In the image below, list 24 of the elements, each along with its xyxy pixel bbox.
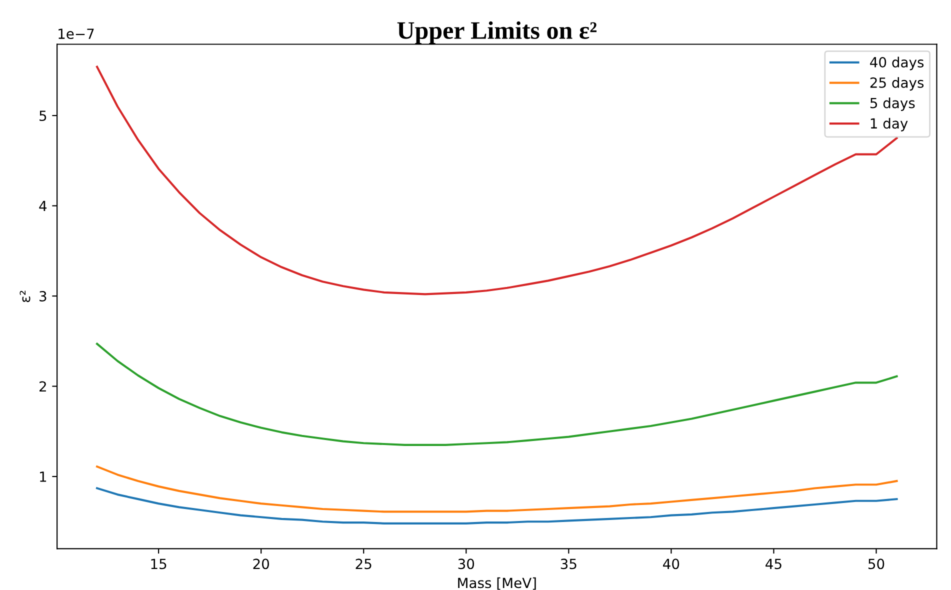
y-tick-label: 5 bbox=[40, 110, 46, 122]
legend-label: 5 days bbox=[870, 98, 915, 111]
y-axis-title: ε² bbox=[20, 290, 30, 302]
legend-label: 1 day bbox=[870, 118, 908, 132]
y-tick-label: 1 bbox=[40, 472, 46, 482]
y-tick-label: 4 bbox=[39, 200, 47, 212]
x-tick-label: 35 bbox=[560, 558, 576, 570]
x-tick-label: 45 bbox=[766, 558, 782, 570]
x-axis-title: Mass [MeV] bbox=[458, 577, 536, 590]
x-tick-label: 30 bbox=[458, 558, 474, 570]
x-tick-label: 50 bbox=[868, 558, 884, 570]
chart-title: Upper Limits on ε² bbox=[397, 21, 597, 44]
legend-label: 25 days bbox=[870, 77, 924, 91]
line-series bbox=[96, 466, 898, 513]
y-tick-label: 2 bbox=[40, 381, 46, 392]
x-tick-label: 25 bbox=[356, 558, 372, 570]
y-tick-label: 3 bbox=[40, 290, 46, 302]
text: 1e−7 bbox=[58, 28, 94, 40]
line-series bbox=[96, 342, 898, 446]
legend-label: 40 days bbox=[870, 56, 924, 70]
x-tick-label: 40 bbox=[663, 558, 680, 570]
x-tick-label: 15 bbox=[151, 558, 166, 570]
x-tick-label: 20 bbox=[253, 558, 269, 570]
line-series bbox=[96, 487, 898, 524]
